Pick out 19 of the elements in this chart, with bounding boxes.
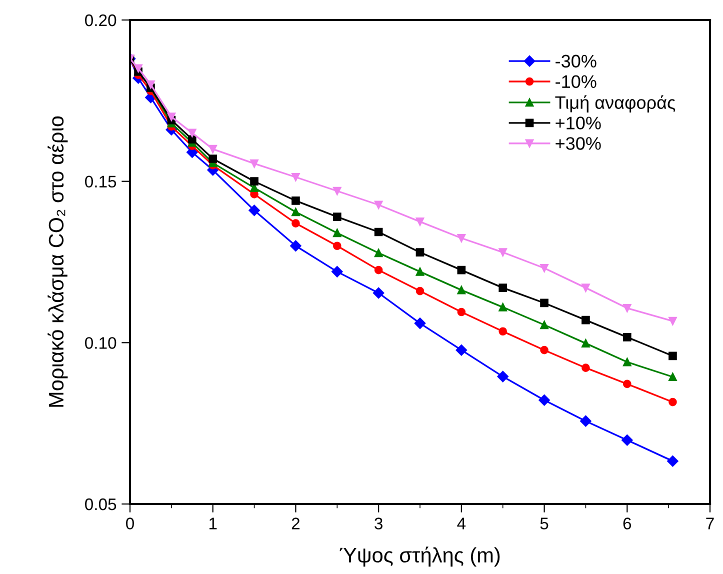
y-tick-label: 0.05 (85, 498, 116, 510)
legend-label: +10% (556, 116, 601, 130)
legend-label: -10% (556, 75, 596, 88)
x-tick-label: 7 (706, 518, 714, 530)
y-tick-label: 0.10 (85, 337, 116, 349)
x-axis-title: Ύψος στήλης (m) (340, 546, 500, 567)
y-axis-title: Μοριακό κλάσμα CO₂ στο αέριο (48, 116, 68, 407)
x-tick-label: 3 (374, 518, 382, 530)
x-tick-label: 4 (457, 518, 466, 530)
x-tick-label: 1 (209, 518, 217, 530)
y-tick-label: 0.20 (85, 14, 116, 26)
x-tick-label: 6 (623, 518, 632, 530)
legend-label: +30% (556, 137, 601, 150)
x-tick-label: 2 (292, 518, 300, 530)
x-tick-label: 5 (540, 518, 548, 530)
y-tick-label: 0.15 (85, 176, 116, 188)
x-tick-label: 0 (126, 518, 134, 530)
legend-label: Τιμή αναφοράς (555, 95, 676, 113)
legend-label: -30% (556, 54, 596, 68)
